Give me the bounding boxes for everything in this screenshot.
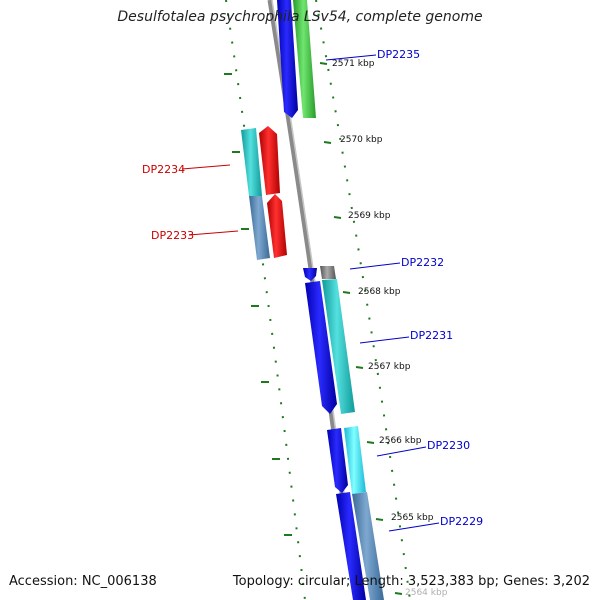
gene-arrow-dp2232-blue[interactable]	[303, 268, 317, 281]
tick-mark	[394, 592, 403, 595]
tick-mark	[355, 366, 364, 369]
tick-label: 2564 kbp	[405, 588, 448, 598]
genome-stats-text: Topology: circular; Length: 3,523,383 bp…	[232, 574, 590, 589]
inner-tick-ring	[225, 0, 306, 600]
gene-arrow-dp2235[interactable]	[293, 0, 316, 118]
gene-arrow-dp2234[interactable]	[259, 126, 280, 195]
leader-line-dp2232	[349, 262, 401, 270]
tick-mark	[342, 291, 351, 294]
leader-line-dp2233	[188, 230, 239, 236]
gene-label-dp2233[interactable]: DP2233	[151, 229, 194, 242]
gene-arrow-dp2230[interactable]	[344, 426, 366, 494]
tick-label: 2568 kbp	[358, 287, 401, 297]
gene-label-dp2230[interactable]: DP2230	[427, 439, 470, 452]
accession-text: Accession: NC_006138	[9, 574, 157, 589]
tick-label: 2571 kbp	[332, 59, 375, 69]
gene-arrow-dp2231-blue[interactable]	[305, 281, 337, 414]
gene-arrow-dp2231[interactable]	[322, 279, 355, 414]
gene-label-dp2231[interactable]: DP2231	[410, 329, 453, 342]
leader-line-dp2230	[376, 446, 427, 457]
gene-label-dp2229[interactable]: DP2229	[440, 515, 483, 528]
gene-arrow-dp2229[interactable]	[352, 492, 384, 600]
gene-arrow-dp2233-steel[interactable]	[249, 196, 270, 260]
outer-tick-ring	[315, 0, 411, 600]
tick-marks: 2571 kbp 2570 kbp 2569 kbp 2568 kbp 2567…	[224, 59, 448, 598]
gene-arrow-dp2233[interactable]	[267, 194, 287, 258]
gene-label-dp2234[interactable]: DP2234	[142, 163, 185, 176]
tick-label: 2570 kbp	[340, 135, 383, 145]
gene-arrow-dp2229-blue[interactable]	[336, 492, 366, 600]
gene-label-dp2235[interactable]: DP2235	[377, 48, 420, 61]
leader-line-dp2235	[325, 54, 377, 61]
tick-label: 2565 kbp	[391, 513, 434, 523]
gene-arrow-dp2235-forward[interactable]	[277, 0, 298, 118]
gene-label-dp2232[interactable]: DP2232	[401, 256, 444, 269]
tick-mark	[323, 141, 332, 144]
tick-label: 2569 kbp	[348, 211, 391, 221]
tick-label: 2567 kbp	[368, 362, 411, 372]
tick-mark	[375, 518, 384, 521]
tick-label: 2566 kbp	[379, 436, 422, 446]
leader-line-dp2231	[359, 336, 410, 344]
leader-line-dp2234	[181, 164, 231, 170]
leader-line-dp2229	[388, 522, 440, 532]
gene-labels: DP2235 DP2234 DP2233 DP2232 DP2231 DP223…	[142, 48, 483, 532]
tick-mark	[319, 62, 328, 65]
map-title: Desulfotalea psychrophila LSv54, complet…	[117, 9, 483, 25]
tick-mark	[366, 441, 375, 444]
gene-arrow-dp2234-teal[interactable]	[241, 128, 262, 196]
gene-arrows	[241, 0, 384, 600]
gene-arrow-dp2230-blue[interactable]	[327, 428, 348, 493]
gene-arrow-dp2232[interactable]	[320, 266, 336, 279]
tick-mark	[333, 216, 342, 219]
